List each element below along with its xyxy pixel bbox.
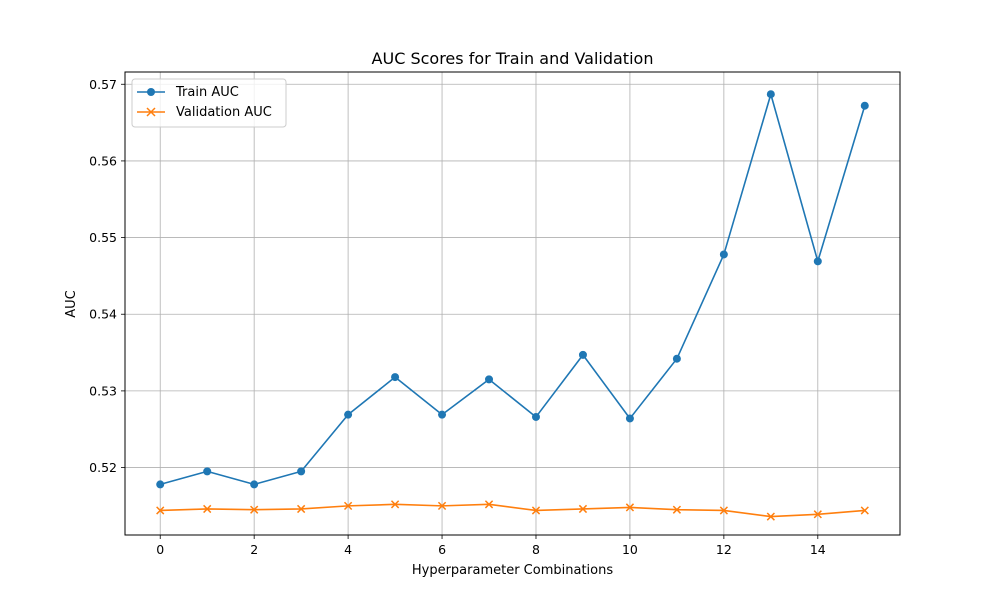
data-point-validation-auc (156, 506, 165, 515)
data-point-train-auc (485, 375, 494, 384)
x-tick-label: 4 (344, 542, 352, 557)
data-point-train-auc (578, 350, 587, 359)
data-point-validation-auc (813, 510, 822, 519)
x-tick-label: 6 (438, 542, 446, 557)
data-point-validation-auc (343, 501, 353, 511)
data-point-train-auc (719, 250, 728, 259)
legend-box (131, 78, 287, 128)
data-point-validation-auc (625, 503, 635, 512)
legend: Train AUC Validation AUC (131, 78, 287, 128)
y-tick-label: 0.57 (89, 77, 117, 92)
data-point-train-auc (156, 480, 165, 489)
data-point-validation-auc (578, 504, 588, 514)
data-point-train-auc (438, 410, 447, 419)
data-point-validation-auc (860, 506, 869, 515)
data-point-train-auc (860, 101, 869, 110)
x-axis-ticks: 0 2 4 6 8 10 12 14 (156, 535, 826, 557)
data-point-validation-auc (390, 500, 400, 509)
x-tick-label: 12 (716, 542, 732, 557)
x-tick-label: 2 (250, 542, 258, 557)
series-train-auc (156, 90, 869, 489)
x-tick-label: 14 (810, 542, 826, 557)
data-point-train-auc (297, 467, 306, 476)
data-point-train-auc (250, 480, 259, 489)
legend-label-validation: Validation AUC (176, 105, 272, 120)
legend-marker-train (147, 88, 155, 96)
data-point-train-auc (344, 410, 353, 419)
data-point-train-auc (766, 90, 775, 99)
data-point-train-auc (672, 354, 681, 363)
x-tick-label: 0 (156, 542, 164, 557)
data-point-train-auc (531, 412, 540, 421)
y-tick-label: 0.52 (89, 460, 117, 475)
x-axis-label: Hyperparameter Combinations (412, 563, 613, 578)
data-point-validation-auc (297, 504, 306, 514)
y-axis-ticks: 0.52 0.53 0.54 0.55 0.56 0.57 (89, 77, 125, 475)
y-tick-label: 0.55 (89, 230, 117, 245)
data-point-validation-auc (672, 505, 682, 514)
y-tick-label: 0.56 (89, 153, 117, 168)
x-tick-label: 10 (622, 542, 638, 557)
series-layer (156, 90, 869, 521)
data-point-validation-auc (203, 504, 212, 514)
data-point-validation-auc (437, 501, 447, 511)
data-point-train-auc (203, 467, 212, 476)
data-point-validation-auc (484, 500, 494, 509)
data-point-train-auc (391, 373, 400, 382)
data-point-validation-auc (250, 505, 259, 514)
series-validation-auc (156, 500, 869, 521)
x-tick-label: 8 (532, 542, 540, 557)
plot-frame (124, 71, 901, 536)
data-point-validation-auc (719, 506, 728, 515)
y-tick-label: 0.54 (89, 307, 117, 322)
legend-marker-validation (146, 107, 156, 117)
y-tick-label: 0.53 (89, 383, 117, 398)
data-point-train-auc (813, 257, 822, 266)
data-point-validation-auc (531, 506, 541, 515)
legend-label-train: Train AUC (175, 85, 239, 100)
grid-lines (125, 72, 900, 535)
series-line-validation-auc (160, 503, 865, 518)
y-axis-label: AUC (64, 290, 79, 318)
data-point-train-auc (625, 414, 634, 423)
data-point-validation-auc (766, 512, 775, 521)
chart-title: AUC Scores for Train and Validation (372, 49, 654, 68)
series-line-train-auc (160, 93, 866, 486)
